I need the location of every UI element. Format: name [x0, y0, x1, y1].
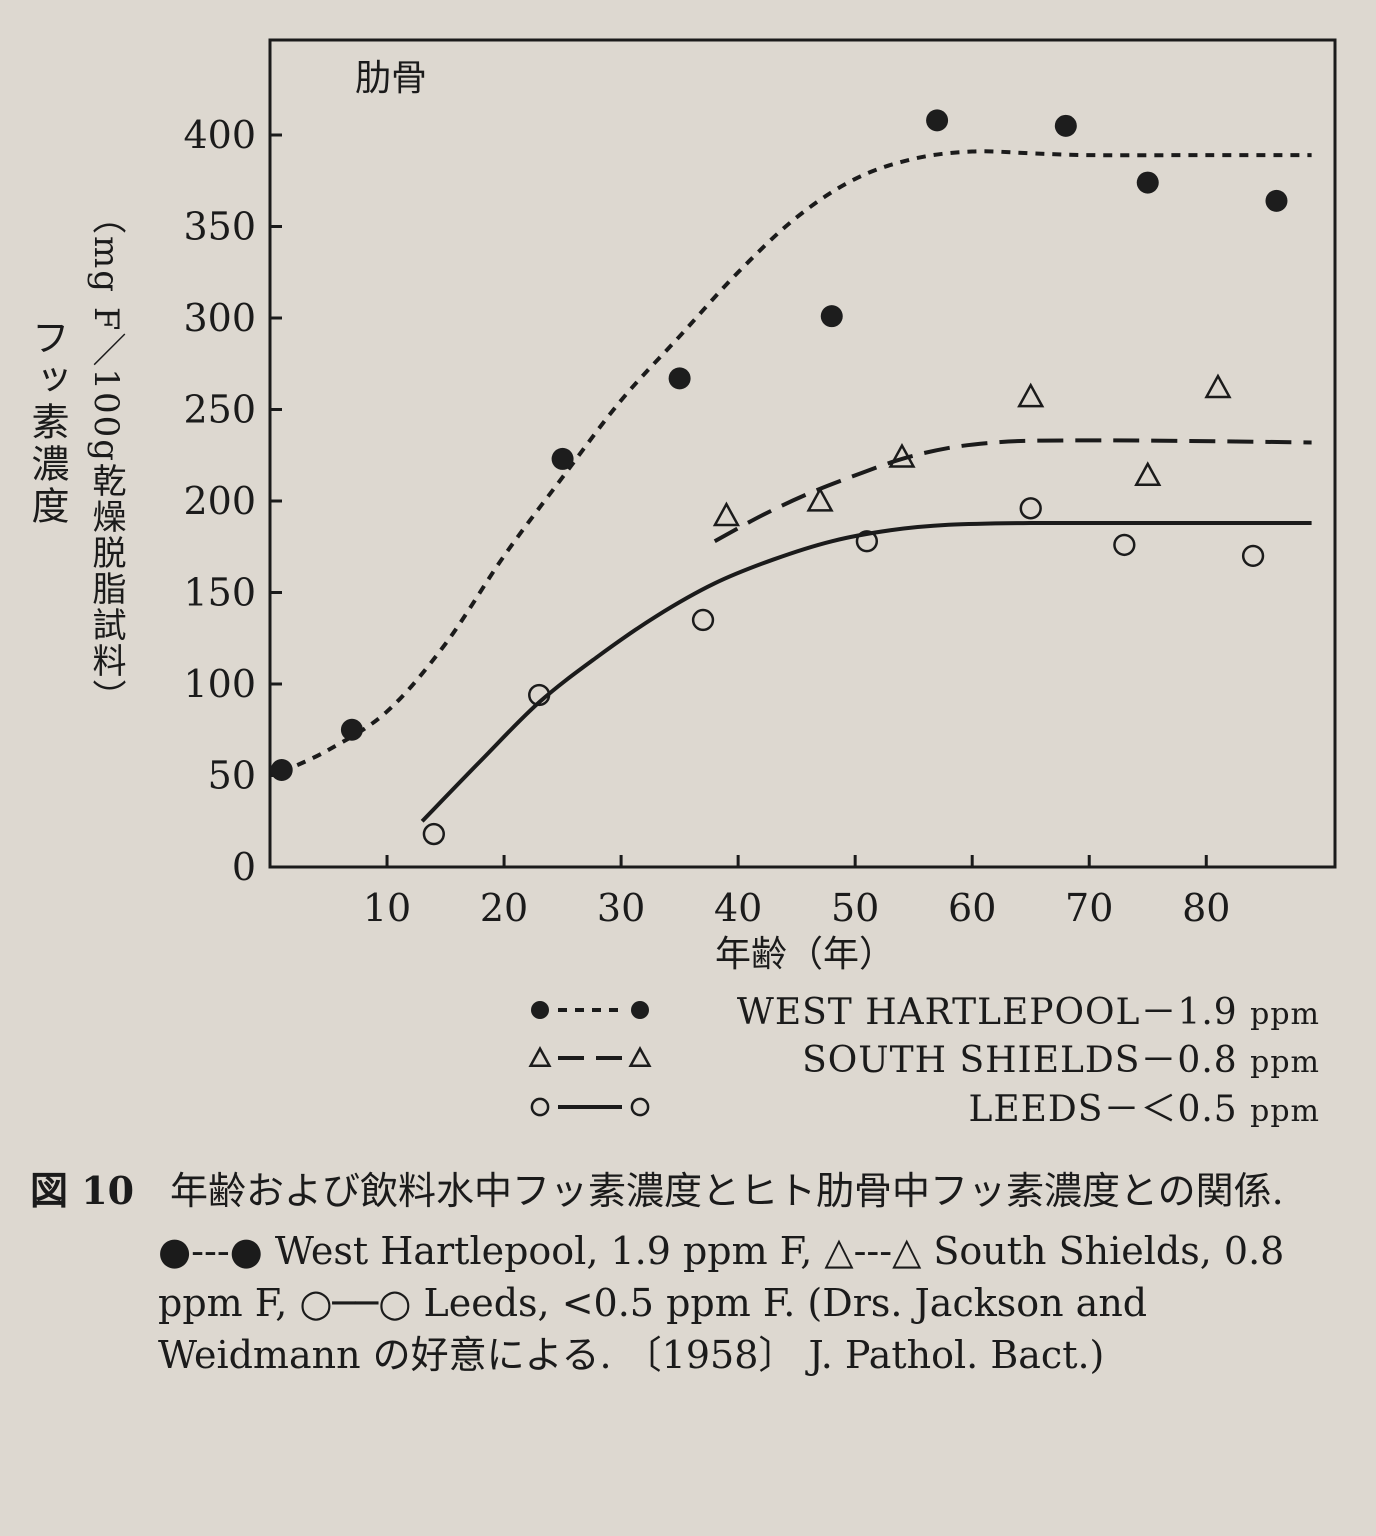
data-point	[1054, 114, 1077, 137]
data-point	[1113, 533, 1136, 557]
y-axis-label: フッ素濃度	[25, 318, 69, 528]
data-point	[855, 530, 879, 553]
y-tick-label: 250	[183, 388, 256, 432]
data-point	[631, 1001, 649, 1019]
data-point	[691, 608, 715, 632]
legend: WEST HARTLEPOOL－1.9 ppm SOUTH SHIELDS－0.8…	[528, 992, 1320, 1130]
data-point	[1134, 461, 1162, 487]
data-point	[1017, 382, 1045, 408]
data-point	[926, 109, 949, 132]
y-tick-label: 350	[183, 205, 256, 249]
fit-curve	[280, 149, 1312, 774]
legend-entry: SOUTH SHIELDS－0.8 ppm	[528, 1040, 1320, 1081]
y-axis-unit-label: （mg F／100g乾燥脱脂試料）	[86, 200, 126, 716]
y-tick-label: 300	[183, 296, 256, 340]
data-point	[820, 305, 843, 328]
x-axis: 10 20 30 40 50 60 70 80	[363, 855, 1230, 930]
data-point	[528, 1046, 552, 1067]
plot-frame	[268, 38, 1337, 869]
y-tick-label: 50	[208, 754, 256, 798]
fit-curves	[280, 149, 1312, 823]
x-axis-label: 年齢（年）	[715, 934, 895, 975]
x-tick-label: 20	[480, 886, 528, 930]
x-tick-label: 80	[1182, 886, 1230, 930]
panel-label: 肋骨	[355, 58, 427, 99]
data-point	[528, 683, 551, 707]
data-point	[1136, 171, 1159, 194]
chart: 0 50 100 150 200 250 300 350 400 10 20 30 40 50 60 70 8…	[183, 38, 1337, 1130]
data-point	[712, 501, 741, 527]
x-tick-label: 30	[597, 886, 645, 930]
figure-number: 図 10	[30, 1168, 135, 1213]
data-point	[1204, 373, 1232, 399]
data-point	[668, 367, 691, 390]
data-point	[530, 1097, 550, 1117]
y-tick-label: 200	[183, 479, 256, 523]
legend-label: WEST HARTLEPOOL－1.9 ppm	[737, 992, 1320, 1033]
data-point	[888, 442, 916, 468]
data-point	[531, 1001, 549, 1019]
data-point	[270, 759, 293, 782]
y-tick-label: 100	[183, 662, 256, 706]
x-tick-label: 10	[363, 886, 411, 930]
data-point	[340, 718, 363, 741]
x-tick-label: 40	[714, 886, 762, 930]
legend-entry: LEEDS－＜0.5 ppm	[530, 1089, 1320, 1130]
legend-label: SOUTH SHIELDS－0.8 ppm	[802, 1040, 1320, 1081]
figure-title: 年齢および飲料水中フッ素濃度とヒト肋骨中フッ素濃度との関係.	[170, 1169, 1284, 1213]
data-point	[1019, 497, 1042, 520]
data-point	[628, 1046, 652, 1067]
y-tick-label: 150	[183, 571, 256, 615]
figure-caption: 図 10 年齢および飲料水中フッ素濃度とヒト肋骨中フッ素濃度との関係. ●---…	[30, 1165, 1330, 1381]
data-points	[270, 109, 1288, 846]
data-point	[1241, 544, 1265, 568]
legend-entry: WEST HARTLEPOOL－1.9 ppm	[531, 992, 1320, 1033]
data-point	[630, 1097, 650, 1117]
data-point	[551, 447, 574, 470]
y-tick-label: 0	[232, 845, 256, 889]
fit-curve	[420, 520, 1312, 823]
y-axis: 0 50 100 150 200 250 300 350 400	[183, 113, 282, 889]
legend-label: LEEDS－＜0.5 ppm	[968, 1089, 1320, 1130]
data-point	[806, 486, 834, 512]
data-point	[422, 822, 445, 846]
data-point	[1265, 189, 1288, 212]
x-tick-label: 50	[831, 886, 879, 930]
figure-caption-body: ●---● West Hartlepool, 1.9 ppm F, △---△ …	[158, 1229, 1285, 1377]
x-tick-label: 70	[1065, 886, 1113, 930]
y-tick-label: 400	[183, 113, 256, 157]
fit-curve	[713, 438, 1312, 544]
x-tick-label: 60	[948, 886, 996, 930]
